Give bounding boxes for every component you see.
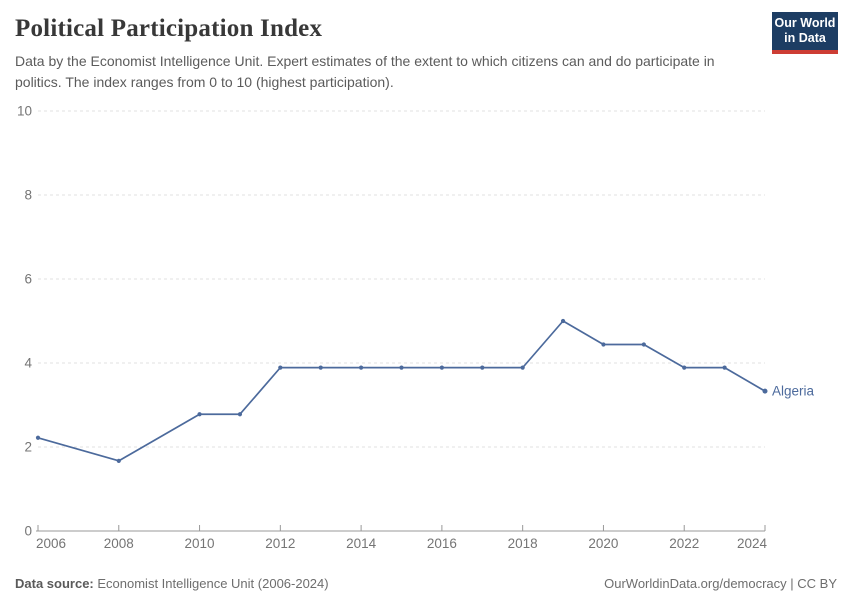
data-point	[278, 365, 283, 370]
header-text: Political Participation Index Data by th…	[15, 12, 760, 93]
data-point	[116, 458, 121, 463]
data-point	[722, 365, 727, 370]
x-tick-label: 2008	[104, 536, 134, 551]
series-line-algeria	[37, 320, 766, 462]
data-point	[237, 412, 243, 417]
data-point	[439, 365, 444, 370]
chart-footer: Data source: Economist Intelligence Unit…	[15, 576, 837, 591]
x-tick-label: 2024	[737, 536, 768, 551]
page-title: Political Participation Index	[15, 15, 323, 42]
data-point	[762, 388, 768, 394]
data-source: Data source: Economist Intelligence Unit…	[15, 576, 329, 591]
line-chart-canvas: 0 2 4 6 8 10 2006 2008 2010 2012 2014 2016 2018 2020 2…	[17, 104, 815, 552]
owid-logo-line1: Our World	[774, 16, 836, 30]
owid-logo-line2: in Data	[784, 31, 826, 45]
x-tick-label: 2010	[185, 536, 215, 551]
y-tick-label: 6	[24, 272, 32, 287]
data-point	[318, 365, 323, 370]
series-end-label: Algeria	[772, 384, 815, 399]
x-tick-label: 2018	[508, 536, 538, 551]
data-point	[35, 435, 41, 440]
y-tick-label: 4	[24, 356, 32, 371]
x-tick-label: 2020	[588, 536, 618, 551]
data-point	[399, 365, 404, 370]
y-tick-label: 8	[24, 188, 32, 203]
chart-subtitle: Data by the Economist Intelligence Unit.…	[15, 53, 715, 90]
x-tick-label: 2006	[36, 536, 66, 551]
data-point	[197, 412, 202, 417]
data-point	[520, 365, 525, 370]
owid-logo: Our World in Data	[772, 12, 838, 54]
y-tick-label: 10	[17, 104, 32, 119]
x-tick-label: 2016	[427, 536, 457, 551]
chart-header: Political Participation Index Data by th…	[0, 0, 850, 93]
chart-area: 0 2 4 6 8 10 2006 2008 2010 2012 2014 2016 2018 2020 2…	[0, 95, 850, 555]
data-point	[682, 365, 687, 370]
x-tick-label: 2014	[346, 536, 377, 551]
x-tick-label: 2022	[669, 536, 699, 551]
data-point	[560, 318, 566, 324]
data-point	[601, 342, 606, 347]
data-point	[480, 365, 485, 370]
data-source-label: Data source:	[15, 576, 94, 591]
data-source-value: Economist Intelligence Unit (2006-2024)	[93, 576, 329, 591]
x-tick-label: 2012	[265, 536, 295, 551]
footer-link[interactable]: OurWorldinData.org/democracy | CC BY	[604, 576, 837, 591]
y-tick-label: 2	[24, 440, 32, 455]
data-point	[359, 365, 364, 370]
y-tick-label: 0	[24, 524, 32, 539]
data-point	[641, 342, 646, 347]
